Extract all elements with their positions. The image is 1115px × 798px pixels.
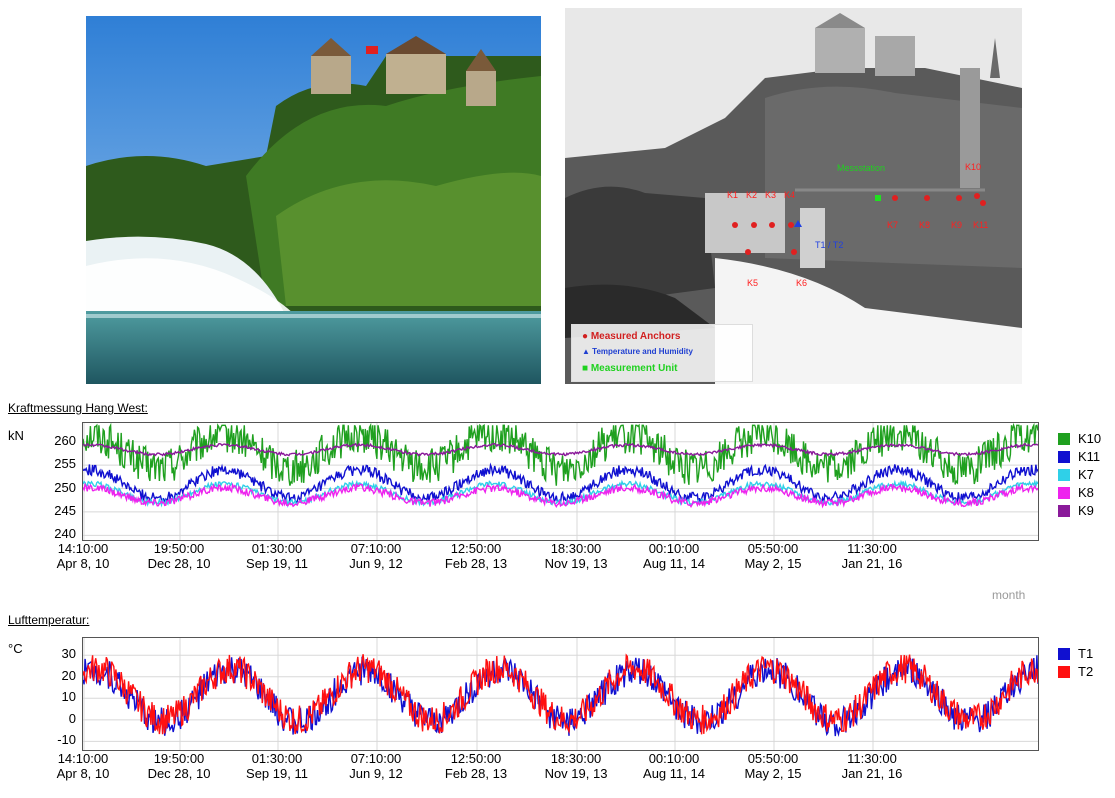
anchor-label-k8: K8 — [919, 220, 931, 230]
legend-item-k9: K9 — [1058, 503, 1094, 518]
chart2-title: Lufttemperatur: — [8, 613, 90, 627]
measurement-site-photo: K1 K2 K3 K4 K5 K6 K7 K8 K9 K10 K11 T1 / … — [565, 8, 1022, 384]
series-line-t2 — [82, 653, 1039, 735]
series-line-k8 — [82, 482, 1039, 509]
chart1-plot-area — [82, 422, 1039, 541]
y-tick-label: 20 — [61, 667, 76, 683]
x-tick-label: 19:50:00 Dec 28, 10 — [147, 751, 211, 781]
legend-item-t1: T1 — [1058, 646, 1093, 661]
legend-swatch — [1058, 647, 1070, 660]
legend-temperature-humidity: ▲ Temperature and Humidity — [582, 347, 693, 356]
x-tick-label: 07:10:00 Jun 9, 12 — [349, 541, 403, 571]
series-line-k9 — [82, 442, 1039, 457]
sensor-label-t1-t2: T1 / T2 — [815, 240, 844, 250]
y-tick-label: 255 — [54, 456, 76, 472]
legend-label: K10 — [1078, 431, 1102, 446]
x-tick-label: 11:30:00 Jan 21, 16 — [841, 751, 903, 781]
x-tick-label: 18:30:00 Nov 19, 13 — [544, 751, 608, 781]
anchor-label-k9: K9 — [951, 220, 963, 230]
chart2-y-unit: °C — [8, 641, 23, 656]
anchor-label-k10: K10 — [965, 162, 982, 172]
legend-swatch — [1058, 468, 1070, 481]
anchor-label-k7: K7 — [887, 220, 899, 230]
y-tick-label: -10 — [57, 732, 76, 748]
chart1-y-unit: kN — [8, 428, 24, 443]
legend-label: K7 — [1078, 467, 1094, 482]
chart2-plot-area — [82, 637, 1039, 751]
series-line-k7 — [82, 479, 1039, 508]
legend-item-k10: K10 — [1058, 431, 1101, 446]
series-line-k10 — [82, 422, 1039, 486]
x-tick-label: 07:10:00 Jun 9, 12 — [349, 751, 403, 781]
legend-measured-anchors: ● Measured Anchors — [582, 331, 681, 342]
anchor-label-k6: K6 — [796, 278, 808, 288]
x-tick-label: 14:10:00 Apr 8, 10 — [56, 751, 110, 781]
anchor-label-k1: K1 — [727, 190, 739, 200]
castle-waterfall-photo — [86, 16, 541, 384]
legend-label: K9 — [1078, 503, 1094, 518]
x-tick-label: 18:30:00 Nov 19, 13 — [544, 541, 608, 571]
x-tick-label: 00:10:00 Aug 11, 14 — [643, 541, 705, 571]
x-tick-label: 19:50:00 Dec 28, 10 — [147, 541, 211, 571]
legend-measurement-unit: ■ Measurement Unit — [582, 363, 678, 374]
messstation-label: Messstation — [837, 163, 886, 173]
legend-swatch — [1058, 665, 1070, 678]
x-tick-label: 05:50:00 May 2, 15 — [744, 541, 802, 571]
x-tick-label: 05:50:00 May 2, 15 — [744, 751, 802, 781]
anchor-label-k4: K4 — [784, 190, 796, 200]
legend-label: K8 — [1078, 485, 1094, 500]
y-tick-label: 250 — [54, 479, 76, 495]
y-tick-label: 240 — [54, 526, 76, 542]
x-tick-label: 12:50:00 Feb 28, 13 — [444, 541, 508, 571]
chart1-axis-note: month — [992, 588, 1026, 602]
legend-swatch — [1058, 486, 1070, 499]
legend-swatch — [1058, 432, 1070, 445]
anchor-label-k2: K2 — [746, 190, 758, 200]
y-tick-label: 0 — [68, 710, 76, 726]
y-tick-label: 30 — [61, 646, 76, 662]
legend-item-k8: K8 — [1058, 485, 1094, 500]
x-tick-label: 00:10:00 Aug 11, 14 — [643, 751, 705, 781]
chart1-title: Kraftmessung Hang West: — [8, 401, 148, 415]
x-tick-label: 01:30:00 Sep 19, 11 — [246, 751, 308, 781]
photo-legend: ● Measured Anchors ▲ Temperature and Hum… — [571, 324, 753, 382]
legend-swatch — [1058, 450, 1070, 463]
legend-label: K11 — [1078, 449, 1101, 464]
anchor-label-k11: K11 — [973, 220, 989, 230]
anchor-label-k3: K3 — [765, 190, 777, 200]
chart2-svg — [82, 638, 1039, 750]
legend-item-t2: T2 — [1058, 664, 1093, 679]
legend-label: T2 — [1078, 664, 1094, 679]
legend-label: T1 — [1078, 646, 1094, 661]
x-tick-label: 11:30:00 Jan 21, 16 — [841, 541, 903, 571]
x-tick-label: 14:10:00 Apr 8, 10 — [56, 541, 110, 571]
square-icon: ■ — [582, 363, 589, 374]
x-tick-label: 01:30:00 Sep 19, 11 — [246, 541, 308, 571]
y-tick-label: 260 — [54, 432, 76, 448]
triangle-icon: ▲ — [582, 347, 590, 356]
y-tick-label: 10 — [61, 689, 76, 705]
dot-icon: ● — [582, 331, 589, 342]
anchor-label-k5: K5 — [747, 278, 759, 288]
legend-item-k7: K7 — [1058, 467, 1094, 482]
legend-item-k11: K11 — [1058, 449, 1100, 464]
y-tick-label: 245 — [54, 502, 76, 518]
chart1-svg — [82, 422, 1039, 540]
legend-swatch — [1058, 504, 1070, 517]
x-tick-label: 12:50:00 Feb 28, 13 — [444, 751, 508, 781]
